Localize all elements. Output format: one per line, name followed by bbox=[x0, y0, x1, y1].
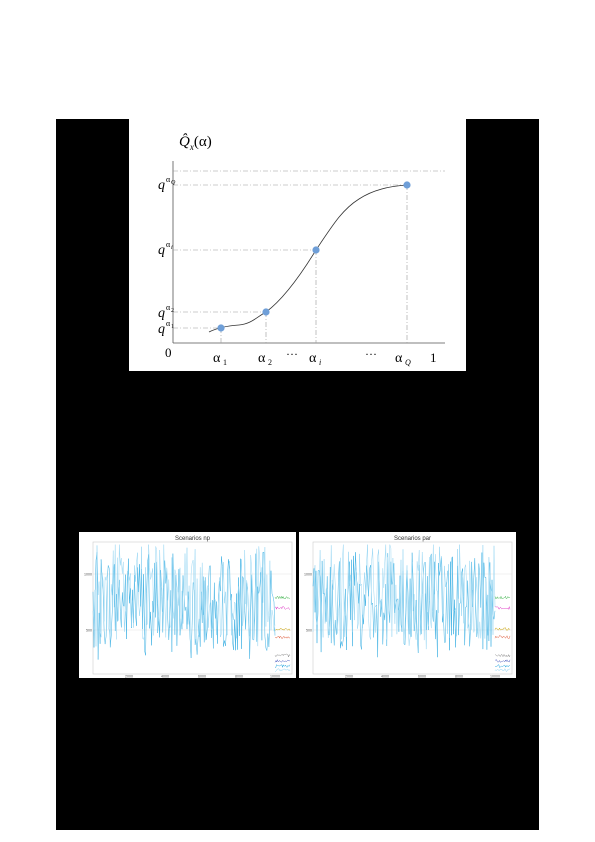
scenario-series-line bbox=[274, 658, 291, 663]
history-series-line bbox=[312, 552, 496, 658]
svg-text:Q: Q bbox=[405, 358, 411, 367]
svg-text:1: 1 bbox=[223, 358, 227, 367]
quantile-curve bbox=[208, 184, 408, 333]
svg-text:q: q bbox=[158, 322, 165, 337]
x-tick-label: 2000 bbox=[345, 675, 353, 679]
scenario-series-line bbox=[494, 595, 511, 600]
y-tick-label: 1000 bbox=[304, 573, 312, 577]
scenario-series-line bbox=[274, 595, 291, 600]
scenario-series-line bbox=[274, 664, 291, 669]
scenario-series-line bbox=[274, 627, 291, 631]
svg-text:α: α bbox=[395, 351, 403, 366]
scenarios-np-plot: Scenarios np 1000 500 2000 4000 6000 8000 10000 bbox=[84, 536, 293, 679]
plot-frame bbox=[312, 541, 513, 675]
x-tick-alpha-Q: α Q bbox=[395, 351, 411, 367]
svg-text:2: 2 bbox=[171, 308, 174, 314]
scenario-series-line bbox=[274, 635, 291, 639]
x-tick-alpha-i: α i bbox=[309, 351, 321, 367]
x-tick-ellipsis-2: ··· bbox=[365, 347, 377, 361]
svg-text:Q: Q bbox=[171, 180, 176, 186]
chart-title: Scenarios par bbox=[394, 536, 431, 542]
svg-text:α: α bbox=[309, 351, 317, 366]
y-tick-label: 500 bbox=[86, 629, 92, 633]
x-tick-label: 8000 bbox=[455, 675, 463, 679]
y-tick-q-alpha-1: q α 1 bbox=[158, 319, 174, 337]
scenario-series-line bbox=[494, 668, 511, 672]
y-tick-q-alpha-i: q α i bbox=[158, 240, 173, 258]
scenario-series-line bbox=[274, 653, 291, 658]
quantile-point-2 bbox=[262, 308, 270, 316]
y-tick-q-alpha-2: q α 2 bbox=[158, 303, 174, 321]
scenario-series-line bbox=[494, 659, 511, 663]
quantile-figure: Q̂x(α) q bbox=[129, 119, 466, 371]
svg-text:q: q bbox=[158, 306, 165, 321]
y-tick-label: 500 bbox=[306, 629, 312, 633]
quantile-point-Q bbox=[403, 181, 411, 189]
svg-text:α: α bbox=[166, 303, 171, 312]
scenario-series-line bbox=[494, 635, 511, 639]
quantile-point-1 bbox=[217, 324, 225, 332]
x-tick-alpha-2: α 2 bbox=[258, 351, 272, 367]
origin-label: 0 bbox=[165, 345, 172, 360]
chart-title: Scenarios np bbox=[175, 536, 211, 542]
svg-text:q: q bbox=[158, 243, 165, 258]
scenario-series-line bbox=[494, 627, 511, 631]
quantile-diagram: Q̂x(α) q bbox=[158, 133, 445, 367]
history-series-line bbox=[92, 544, 276, 647]
x-tick-label: 6000 bbox=[418, 675, 426, 679]
x-tick-label: 4000 bbox=[161, 675, 169, 679]
scenario-series-line bbox=[274, 668, 291, 672]
scenarios-par-plot: Scenarios par 1000 500 2000 4000 6000 8000 1000… bbox=[304, 536, 513, 679]
quantile-point-i bbox=[312, 246, 320, 254]
svg-text:2: 2 bbox=[268, 358, 272, 367]
x-tick-label: 8000 bbox=[235, 675, 243, 679]
y-tick-q-alpha-Q: q α Q bbox=[158, 175, 176, 193]
svg-text:i: i bbox=[319, 358, 321, 367]
x-tick-label: 4000 bbox=[381, 675, 389, 679]
y-axis-label: Q̂x(α) bbox=[179, 133, 212, 152]
x-tick-label: 10000 bbox=[490, 675, 500, 679]
x-tick-alpha-1: α 1 bbox=[213, 351, 227, 367]
scenario-series-line bbox=[274, 606, 291, 610]
x-tick-label: 6000 bbox=[198, 675, 206, 679]
svg-text:α: α bbox=[166, 240, 171, 249]
svg-text:α: α bbox=[166, 319, 171, 328]
svg-text:α: α bbox=[166, 175, 171, 184]
x-axis-end-label: 1 bbox=[430, 350, 437, 365]
svg-text:α: α bbox=[213, 351, 221, 366]
svg-text:i: i bbox=[171, 245, 173, 251]
scenario-series-line bbox=[494, 605, 511, 610]
history-series-line bbox=[312, 544, 496, 650]
svg-text:1: 1 bbox=[171, 324, 174, 330]
svg-text:α: α bbox=[258, 351, 266, 366]
x-tick-label: 10000 bbox=[270, 675, 280, 679]
x-tick-label: 2000 bbox=[125, 675, 133, 679]
scenario-series-line bbox=[494, 664, 510, 668]
x-tick-ellipsis-1: ··· bbox=[286, 347, 298, 361]
scenarios-np-chart: Scenarios np 1000 500 2000 4000 6000 8000 10000 bbox=[79, 532, 296, 679]
scenario-series-line bbox=[494, 653, 511, 658]
scenarios-par-chart: Scenarios par 1000 500 2000 4000 6000 8000 1000… bbox=[299, 532, 516, 679]
svg-text:q: q bbox=[158, 178, 165, 193]
plot-frame bbox=[92, 541, 293, 675]
y-tick-label: 1000 bbox=[84, 573, 92, 577]
